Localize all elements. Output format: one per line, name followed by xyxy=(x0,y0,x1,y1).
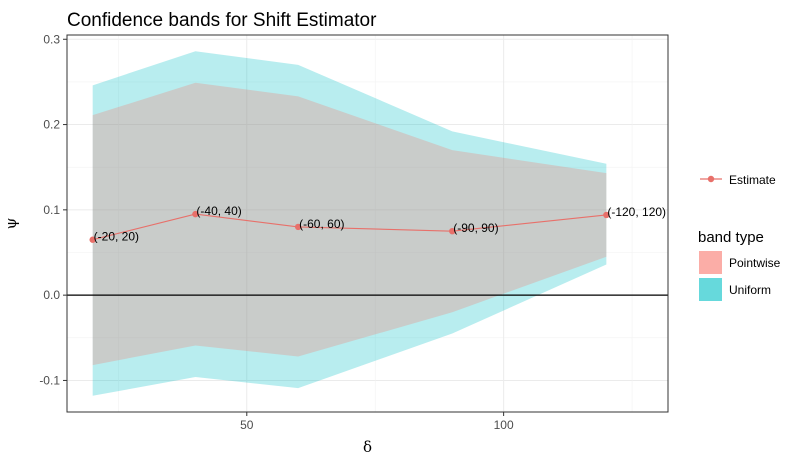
x-tick-label: 100 xyxy=(494,418,514,432)
point-label: (-90, 90) xyxy=(453,221,498,235)
legend-band-title: band type xyxy=(698,229,764,246)
y-tick-label: 0.2 xyxy=(43,118,60,132)
x-tick-label: 50 xyxy=(240,418,254,432)
estimate-point xyxy=(449,227,456,235)
y-tick-label: 0.0 xyxy=(43,288,60,302)
band-pointwise xyxy=(92,82,607,366)
estimate-point xyxy=(89,236,96,243)
band-uniform xyxy=(92,51,607,396)
legend-estimate-point xyxy=(707,175,715,183)
estimate-point xyxy=(294,223,302,231)
point-label: (-40, 40) xyxy=(196,204,241,218)
y-tick-label: 0.3 xyxy=(43,32,60,46)
legend-label-uniform: Uniform xyxy=(729,283,771,297)
legend-key-pointwise xyxy=(699,251,722,274)
x-axis-ticks: 50 100 xyxy=(240,412,514,432)
legend: Estimate band type Pointwise Uniform xyxy=(698,173,781,301)
y-axis-title: ψ xyxy=(2,218,20,230)
point-label: (-60, 60) xyxy=(299,217,344,231)
plot-panel xyxy=(67,35,668,412)
y-tick-label: 0.1 xyxy=(43,203,60,217)
point-label: (-20, 20) xyxy=(94,230,139,244)
legend-estimate-label: Estimate xyxy=(729,173,776,187)
y-tick-label: -0.1 xyxy=(39,373,60,387)
point-labels: (-20, 20) (-40, 40) (-60, 60) (-90, 90) (-12… xyxy=(94,204,666,244)
x-axis-title: δ xyxy=(363,438,372,456)
estimate-series xyxy=(89,210,610,243)
estimate-point xyxy=(603,211,610,219)
plot-panel-border xyxy=(66,34,669,413)
estimate-point xyxy=(192,210,199,218)
legend-label-pointwise: Pointwise xyxy=(729,256,781,270)
y-axis-ticks: -0.1 0.0 0.1 0.2 0.3 xyxy=(39,32,67,387)
legend-key-uniform xyxy=(699,278,722,301)
point-label: (-120, 120) xyxy=(607,205,666,219)
confidence-bands xyxy=(92,51,607,396)
chart-title: Confidence bands for Shift Estimator xyxy=(67,10,377,31)
